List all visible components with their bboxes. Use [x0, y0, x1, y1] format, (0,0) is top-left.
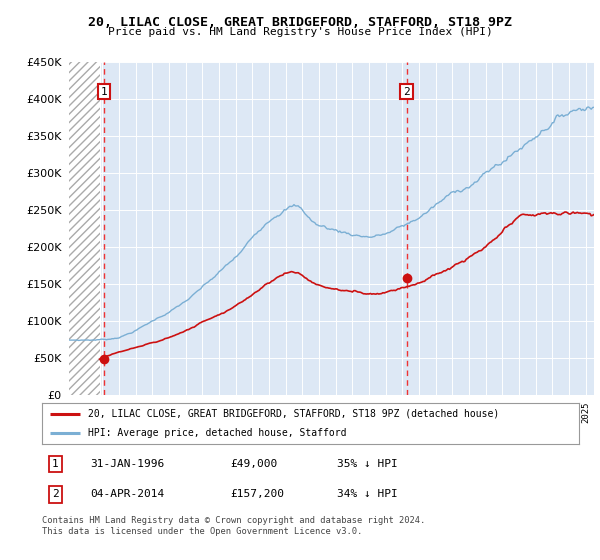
Text: HPI: Average price, detached house, Stafford: HPI: Average price, detached house, Staf…	[88, 428, 346, 438]
Text: 2: 2	[52, 489, 59, 500]
Text: 34% ↓ HPI: 34% ↓ HPI	[337, 489, 398, 500]
Text: 20, LILAC CLOSE, GREAT BRIDGEFORD, STAFFORD, ST18 9PZ: 20, LILAC CLOSE, GREAT BRIDGEFORD, STAFF…	[88, 16, 512, 29]
Text: £157,200: £157,200	[230, 489, 284, 500]
Text: 04-APR-2014: 04-APR-2014	[91, 489, 164, 500]
Bar	[69, 62, 100, 395]
Text: 20, LILAC CLOSE, GREAT BRIDGEFORD, STAFFORD, ST18 9PZ (detached house): 20, LILAC CLOSE, GREAT BRIDGEFORD, STAFF…	[88, 409, 499, 419]
Text: Contains HM Land Registry data © Crown copyright and database right 2024.
This d: Contains HM Land Registry data © Crown c…	[42, 516, 425, 536]
Bar	[69, 62, 100, 395]
Text: Price paid vs. HM Land Registry's House Price Index (HPI): Price paid vs. HM Land Registry's House …	[107, 27, 493, 37]
Text: 31-JAN-1996: 31-JAN-1996	[91, 459, 164, 469]
Text: 2: 2	[403, 87, 410, 96]
Text: £49,000: £49,000	[230, 459, 277, 469]
Text: 1: 1	[52, 459, 59, 469]
Text: 1: 1	[100, 87, 107, 96]
Text: 35% ↓ HPI: 35% ↓ HPI	[337, 459, 398, 469]
